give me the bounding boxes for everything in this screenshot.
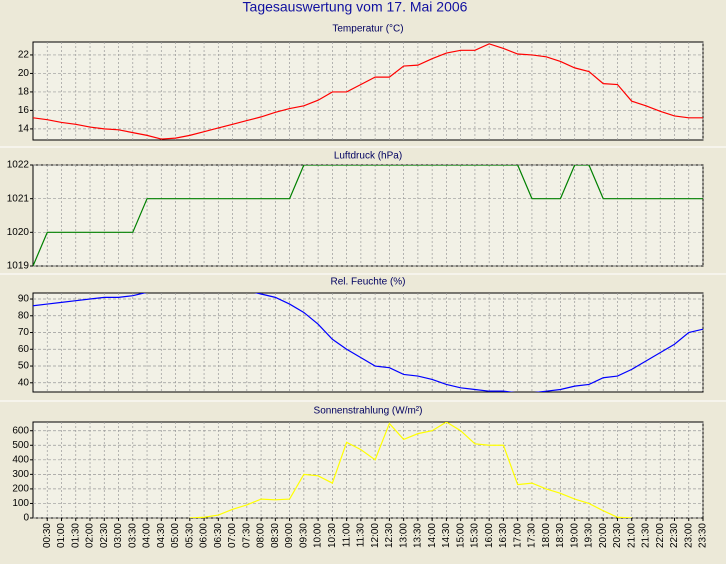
x-tick-label: 13:30	[413, 523, 424, 548]
x-tick-label: 06:00	[199, 523, 210, 548]
y-tick-label: 20	[18, 68, 30, 79]
x-tick-label: 08:30	[270, 523, 281, 548]
x-tick-label: 20:30	[612, 523, 623, 548]
x-tick-label: 16:30	[498, 523, 509, 548]
x-tick-label: 04:00	[142, 523, 153, 548]
data-line	[33, 293, 703, 392]
y-tick-label: 90	[18, 294, 30, 305]
y-tick-label: 18	[18, 87, 30, 98]
y-tick-label: 1021	[7, 193, 30, 204]
x-tick-label: 07:30	[241, 523, 252, 548]
y-tick-label: 50	[18, 361, 30, 372]
y-tick-label: 0	[23, 513, 29, 524]
x-tick-label: 02:00	[85, 523, 96, 548]
panel-title: Rel. Feuchte (%)	[330, 277, 405, 288]
x-tick-label: 17:30	[527, 523, 538, 548]
y-tick-label: 22	[18, 50, 30, 61]
x-tick-label: 18:30	[555, 523, 566, 548]
y-tick-label: 1020	[7, 227, 30, 238]
x-tick-label: 23:30	[698, 523, 709, 548]
y-tick-label: 300	[12, 469, 29, 480]
x-tick-label: 22:00	[655, 523, 666, 548]
y-tick-label: 80	[18, 310, 30, 321]
x-tick-label: 12:00	[370, 523, 381, 548]
panel-title: Temperatur (°C)	[332, 24, 403, 35]
x-tick-label: 23:00	[683, 523, 694, 548]
x-tick-label: 17:00	[512, 523, 523, 548]
y-tick-label: 400	[12, 454, 29, 465]
x-tick-label: 21:30	[641, 523, 652, 548]
x-tick-label: 22:30	[669, 523, 680, 548]
x-tick-label: 14:30	[441, 523, 452, 548]
y-tick-label: 40	[18, 377, 30, 388]
x-tick-label: 19:30	[584, 523, 595, 548]
y-tick-label: 100	[12, 498, 29, 509]
y-tick-label: 200	[12, 484, 29, 495]
plot-area	[32, 292, 704, 393]
x-tick-label: 11:00	[341, 523, 352, 548]
y-tick-label: 600	[12, 425, 29, 436]
x-tick-label: 18:00	[541, 523, 552, 548]
x-tick-label: 02:30	[99, 523, 110, 548]
plot-area	[32, 41, 704, 141]
panel-title: Sonnenstrahlung (W/m²)	[314, 406, 423, 417]
x-tick-label: 00:30	[42, 523, 53, 548]
plot-area	[32, 164, 704, 267]
data-line	[33, 165, 703, 266]
x-tick-label: 01:00	[56, 523, 67, 548]
x-tick-label: 11:30	[356, 523, 367, 548]
x-tick-label: 12:30	[384, 523, 395, 548]
y-tick-label: 16	[18, 105, 30, 116]
x-tick-label: 10:00	[313, 523, 324, 548]
y-tick-label: 60	[18, 344, 30, 355]
x-tick-label: 03:30	[127, 523, 138, 548]
page-title: Tagesauswertung vom 17. Mai 2006	[243, 0, 468, 15]
x-tick-label: 10:30	[327, 523, 338, 548]
data-line	[189, 422, 632, 518]
x-tick-label: 19:00	[569, 523, 580, 548]
x-tick-label: 15:30	[470, 523, 481, 548]
y-tick-label: 14	[18, 124, 30, 135]
x-tick-label: 09:30	[298, 523, 309, 548]
x-tick-label: 01:30	[70, 523, 81, 548]
y-tick-label: 1019	[7, 261, 30, 272]
x-tick-label: 09:00	[284, 523, 295, 548]
x-tick-label: 15:00	[455, 523, 466, 548]
y-tick-label: 1022	[7, 160, 30, 171]
x-tick-label: 08:00	[256, 523, 267, 548]
x-tick-label: 14:00	[427, 523, 438, 548]
x-tick-label: 20:00	[598, 523, 609, 548]
x-tick-label: 05:00	[170, 523, 181, 548]
x-tick-label: 13:00	[398, 523, 409, 548]
y-tick-label: 500	[12, 440, 29, 451]
y-tick-label: 70	[18, 327, 30, 338]
data-line	[33, 43, 703, 140]
x-tick-label: 03:00	[113, 523, 124, 548]
x-tick-label: 04:30	[156, 523, 167, 548]
x-tick-label: 16:00	[484, 523, 495, 548]
x-tick-label: 07:00	[227, 523, 238, 548]
panel-title: Luftdruck (hPa)	[334, 151, 402, 162]
x-tick-label: 21:00	[626, 523, 637, 548]
x-tick-label: 05:30	[184, 523, 195, 548]
x-tick-label: 06:30	[213, 523, 224, 548]
